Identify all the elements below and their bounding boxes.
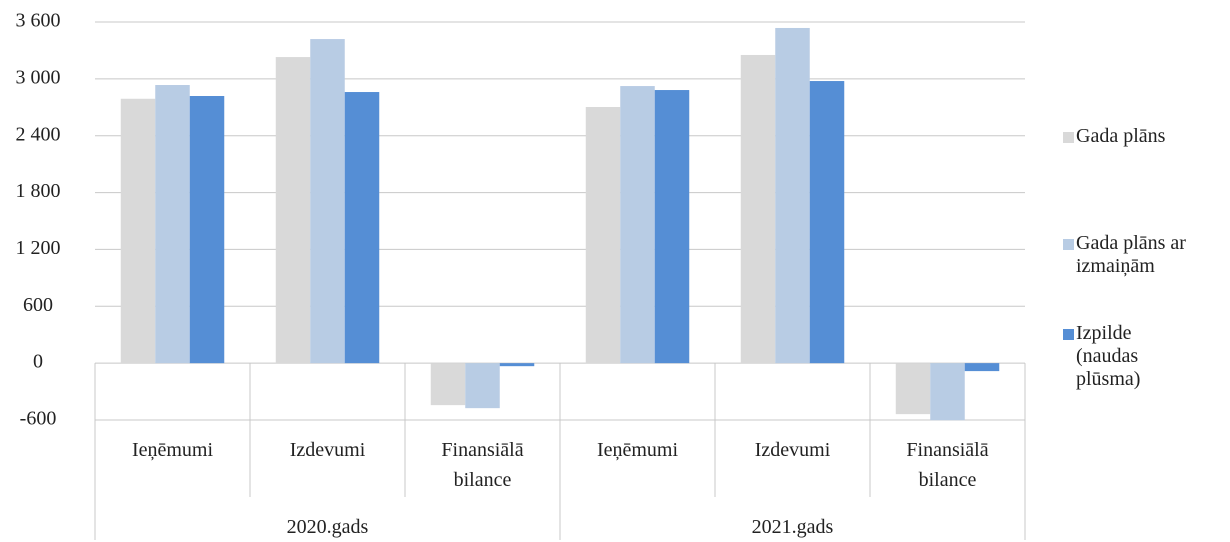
bar: [499, 363, 535, 367]
legend-swatch: [1063, 239, 1074, 250]
bar: [344, 92, 380, 364]
bar: [740, 54, 776, 364]
bar: [120, 98, 156, 364]
bar: [310, 39, 345, 364]
bar: [930, 363, 965, 421]
y-tick-label: -600: [20, 408, 57, 430]
bar: [189, 96, 225, 364]
x-tick-label: Izdevumi: [754, 439, 831, 461]
y-tick-label: 2 400: [16, 123, 61, 145]
bar: [775, 27, 810, 364]
y-tick-label: 3 600: [16, 10, 61, 32]
x-tick-label: Finansiālā bilance: [441, 439, 524, 491]
bar: [895, 363, 931, 415]
y-tick-label: 3 000: [16, 66, 61, 88]
bar: [620, 86, 655, 364]
bar: [585, 107, 621, 364]
bar: [430, 363, 466, 406]
group-label: 2021.gads: [751, 516, 834, 538]
bar: [809, 81, 845, 364]
x-tick-label: Finansiālā bilance: [906, 439, 989, 491]
group-label: 2020.gads: [286, 516, 369, 538]
bar: [275, 57, 311, 364]
legend-label: Gada plāns ar izmaiņām: [1076, 232, 1186, 277]
legend-label: Izpilde (naudas plūsma): [1076, 322, 1141, 390]
bar: [964, 363, 1000, 372]
legend-label: Gada plāns: [1076, 125, 1166, 147]
legend-swatch: [1063, 329, 1074, 340]
bar: [465, 363, 500, 409]
bar: [155, 85, 190, 364]
legend-swatch: [1063, 132, 1074, 143]
x-tick-label: Ieņēmumi: [596, 439, 679, 461]
bar: [654, 90, 690, 364]
y-tick-label: 1 200: [16, 237, 61, 259]
x-tick-label: Izdevumi: [289, 439, 366, 461]
y-tick-label: 0: [33, 351, 43, 373]
y-tick-label: 600: [23, 294, 53, 316]
y-tick-label: 1 800: [16, 180, 61, 202]
x-tick-label: Ieņēmumi: [131, 439, 214, 461]
